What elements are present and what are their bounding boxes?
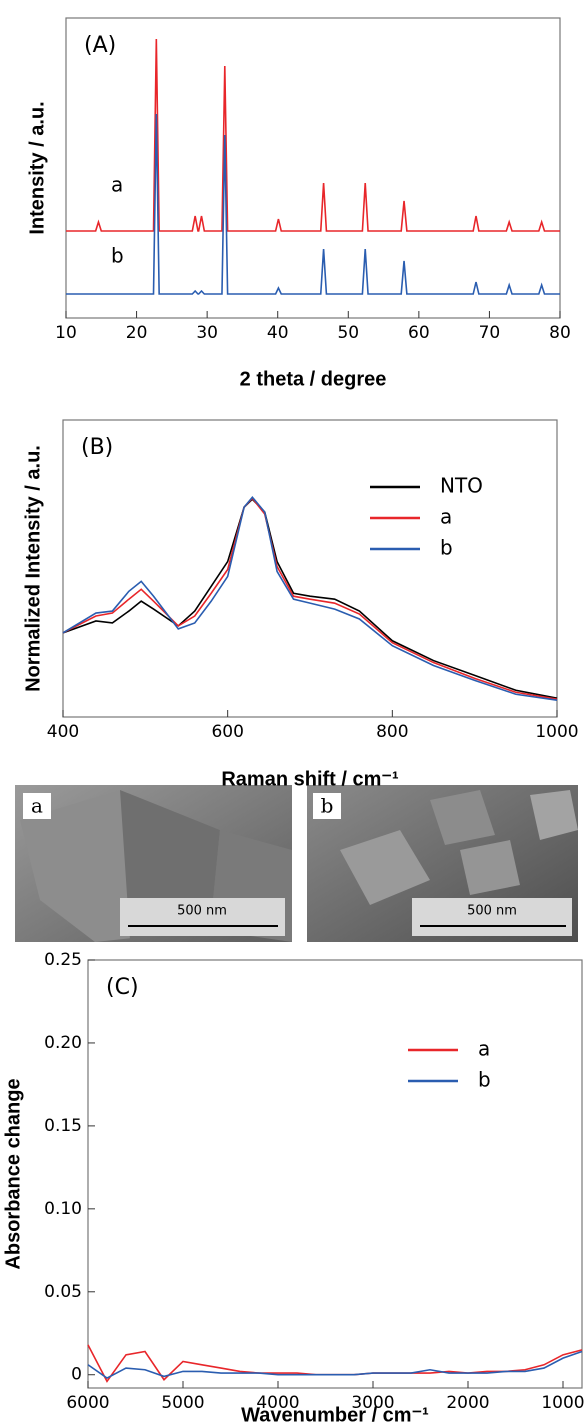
y-tick-label: 0 <box>71 1365 82 1385</box>
x-tick-label: 20 <box>126 323 148 343</box>
x-tick-label: 70 <box>479 323 501 343</box>
plot-frame <box>63 420 557 717</box>
x-tick-label: 10 <box>55 323 77 343</box>
x-axis-label: Wavenumber / cm⁻¹ <box>241 1404 429 1426</box>
y-tick-label: 0.10 <box>44 1199 82 1219</box>
panel-annotation: (B) <box>81 435 113 460</box>
legend-label: a <box>440 505 452 529</box>
x-tick-label: 5000 <box>161 1393 204 1413</box>
x-tick-label: 30 <box>196 323 218 343</box>
sem-label: b <box>321 794 334 818</box>
y-tick-label: 0.20 <box>44 1033 82 1053</box>
plot-frame <box>66 18 560 318</box>
legend-label: a <box>478 1037 490 1061</box>
data-line <box>66 39 560 231</box>
x-axis-label: Raman shift / cm⁻¹ <box>221 768 399 790</box>
series-label: a <box>111 173 123 197</box>
x-tick-label: 600 <box>211 722 243 742</box>
scale-bar-label: 500 nm <box>467 904 517 919</box>
x-tick-label: 1000 <box>541 1393 584 1413</box>
sem-image-b: b 500 nm <box>307 785 578 942</box>
y-tick-label: 0.05 <box>44 1282 82 1302</box>
x-tick-label: 6000 <box>66 1393 109 1413</box>
panel-annotation: (C) <box>106 975 139 1000</box>
x-tick-label: 800 <box>376 722 408 742</box>
x-tick-label: 40 <box>267 323 289 343</box>
legend-label: NTO <box>440 474 483 498</box>
x-tick-label: 400 <box>47 722 79 742</box>
sem-image-a: a 500 nm <box>15 785 292 942</box>
plot-frame <box>88 960 582 1388</box>
y-tick-label: 0.15 <box>44 1116 82 1136</box>
data-line <box>66 114 560 294</box>
y-axis-label: Absorbance change <box>2 1078 24 1269</box>
data-line <box>88 1352 582 1379</box>
figure: a 500 nm b 500 nm 10 20 30 40 50 60 70 80 2 thet… <box>0 0 588 1427</box>
x-tick-label: 2000 <box>446 1393 489 1413</box>
x-tick-label: 60 <box>408 323 430 343</box>
legend-label: b <box>478 1068 491 1092</box>
x-axis-label: 2 theta / degree <box>240 368 387 390</box>
scale-bar-label: 500 nm <box>177 904 227 919</box>
x-tick-label: 1000 <box>535 722 578 742</box>
data-line <box>63 498 557 699</box>
y-tick-label: 0.25 <box>44 950 82 970</box>
legend-label: b <box>440 536 453 560</box>
panel-annotation: (A) <box>84 33 116 58</box>
sem-label: a <box>31 794 43 818</box>
x-tick-label: 50 <box>337 323 359 343</box>
series-label: b <box>111 244 124 268</box>
y-axis-label: Intensity / a.u. <box>26 101 48 234</box>
y-axis-label: Normalized Intensity / a.u. <box>22 445 44 692</box>
x-tick-label: 80 <box>549 323 571 343</box>
